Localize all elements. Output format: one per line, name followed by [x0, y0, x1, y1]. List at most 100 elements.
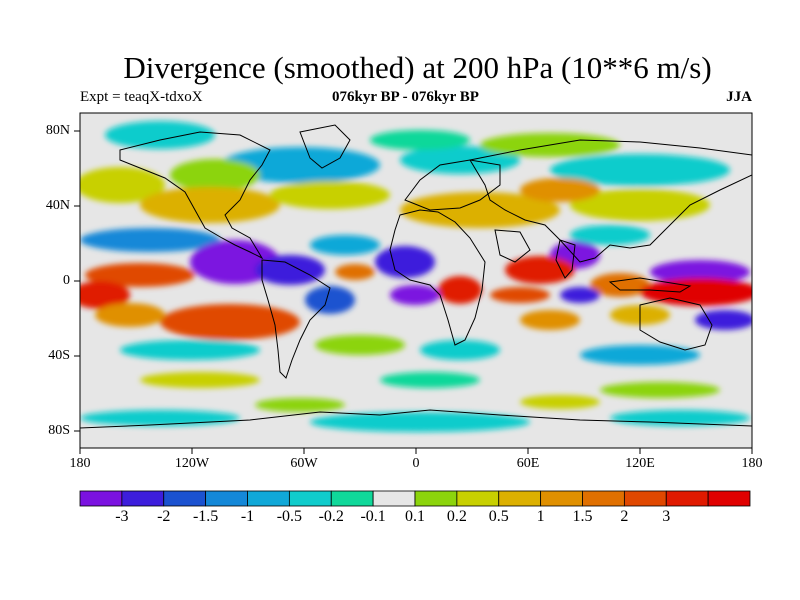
field-patch [255, 398, 345, 412]
field-patch [400, 146, 520, 174]
coast-indonesia [608, 277, 692, 293]
lon-label-180e: 180 [741, 456, 763, 471]
colorbar-swatch [582, 490, 625, 507]
field-patch [80, 228, 220, 252]
colorbar-swatch [372, 490, 416, 507]
field-patch [220, 147, 380, 183]
coast-greenland [299, 124, 351, 169]
field-patch [640, 278, 752, 306]
coast-south-america [261, 259, 331, 379]
colorbar-label: -1.5 [192, 508, 219, 525]
field-patch [335, 264, 375, 280]
field-patch [438, 276, 482, 304]
colorbar-label: 2 [620, 508, 629, 525]
colorbar-swatch [205, 490, 248, 507]
field-patch [520, 395, 600, 409]
colorbar-label: 0.1 [405, 508, 425, 525]
coast-arabia [494, 229, 531, 263]
field-patch [695, 310, 752, 330]
field-patch [120, 340, 260, 360]
colorbar-swatch [288, 490, 332, 507]
field-patch [390, 285, 440, 305]
field-patch [140, 372, 260, 388]
season-label: JJA [726, 89, 752, 105]
field-patch [105, 121, 215, 149]
lon-label-120e: 120E [625, 456, 655, 471]
lon-label-60w: 60W [290, 456, 318, 471]
colorbar-label: -1 [240, 508, 255, 525]
field-patch [80, 281, 130, 309]
colorbar-swatch [414, 490, 458, 507]
lon-label-120w: 120W [174, 456, 210, 471]
field-patch [305, 286, 355, 314]
field-patch [600, 382, 720, 398]
map-title: Divergence (smoothed) at 200 hPa (10**6 … [123, 50, 712, 85]
field-patch [505, 256, 575, 284]
colorbar-swatch [330, 490, 374, 507]
field-patch [310, 412, 530, 432]
colorbar-swatch [456, 490, 500, 507]
colorbar-swatch [540, 490, 583, 507]
field-patch [170, 159, 260, 191]
period-label: 076kyr BP - 076kyr BP [332, 89, 479, 105]
colorbar-swatch [707, 490, 751, 507]
coastlines [80, 124, 752, 429]
lat-label-80s: 80S [48, 423, 70, 438]
field-patch [375, 246, 435, 278]
coast-australia [639, 297, 713, 351]
colorbar-swatch [163, 490, 207, 507]
field-patch [270, 181, 390, 209]
colorbar-swatch [79, 490, 123, 507]
axis-ticks [74, 130, 753, 454]
divergence-field [80, 113, 752, 448]
field-patch [310, 235, 380, 255]
field-patch [370, 130, 470, 150]
coast-antarctica [80, 409, 752, 429]
colorbar-label: 0.2 [446, 508, 467, 525]
lon-label-60e: 60E [516, 456, 540, 471]
colorbar-label: -3 [115, 508, 129, 525]
colorbar-swatch [498, 490, 542, 507]
field-patch [80, 167, 165, 203]
colorbar-label: -0.5 [276, 508, 303, 525]
colorbar-label: 1 [536, 508, 545, 525]
colorbar-label: 0.5 [488, 508, 509, 525]
field-patch [650, 260, 750, 284]
coast-europe [404, 159, 501, 211]
field-patch [550, 154, 730, 186]
coast-africa [389, 209, 486, 346]
colorbar-label: 1.5 [572, 508, 593, 525]
field-patch [80, 410, 240, 426]
colorbar-label: -0.1 [360, 508, 386, 525]
lat-label-40s: 40S [48, 348, 70, 363]
coast-north-america [119, 131, 271, 260]
field-patch [520, 178, 600, 202]
field-patch [380, 372, 480, 388]
lat-label-0: 0 [63, 273, 70, 288]
lat-label-80n: 80N [45, 123, 70, 138]
field-patch [85, 263, 195, 287]
field-patch [255, 255, 325, 285]
lon-label-0: 0 [412, 456, 420, 471]
colorbar-label: 3 [662, 508, 671, 525]
colorbar-swatch [623, 490, 667, 507]
coast-asia [469, 139, 752, 263]
field-patch [490, 287, 550, 303]
lat-label-40n: 40N [45, 198, 70, 213]
colorbar-label: -2 [157, 508, 171, 525]
colorbar-swatch [247, 490, 290, 507]
field-patch [520, 310, 580, 330]
colorbar-label: -0.2 [318, 508, 344, 525]
field-patch [315, 335, 405, 355]
field-patch [400, 192, 560, 228]
field-patch [560, 287, 600, 303]
field-patch [420, 340, 500, 360]
coast-india [555, 239, 576, 279]
colorbar [79, 490, 751, 507]
colorbar-swatch [121, 490, 165, 507]
field-patch [580, 345, 700, 365]
field-patch [140, 187, 280, 223]
experiment-label: Expt = teaqX-tdxoX [80, 89, 203, 105]
field-patch [570, 189, 710, 221]
